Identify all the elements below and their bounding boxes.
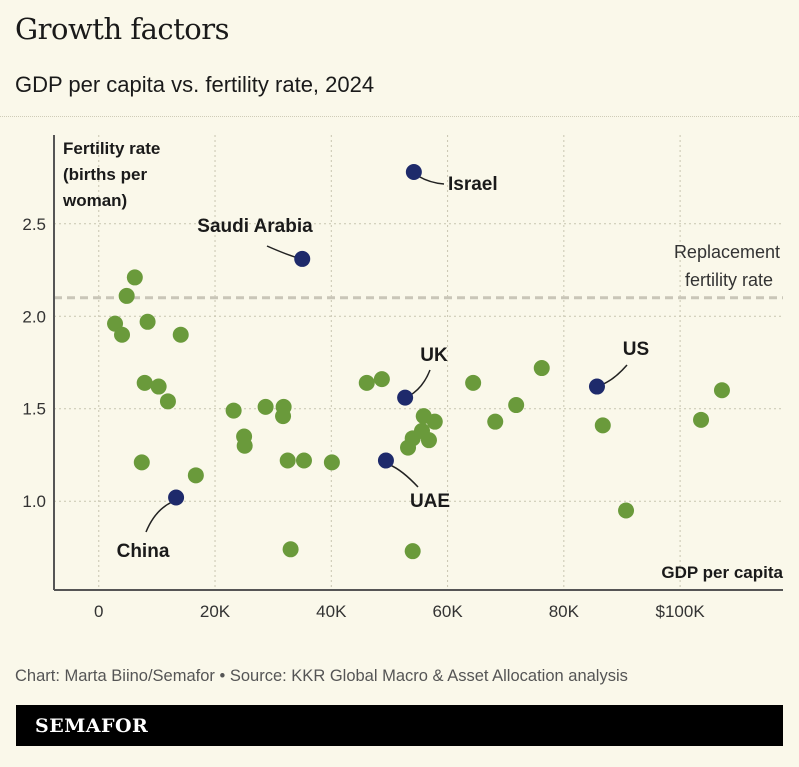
data-point xyxy=(413,422,430,439)
uk-arrow xyxy=(408,369,431,397)
data-point xyxy=(126,269,143,286)
y-tick-label: 2.0 xyxy=(22,307,46,326)
replacement-rate-label: fertility rate xyxy=(685,270,773,290)
label-israel: Israel xyxy=(448,174,498,195)
data-point xyxy=(172,326,189,343)
data-point-israel xyxy=(405,163,422,180)
data-point xyxy=(358,374,375,391)
brand-bar: SEMAFOR xyxy=(16,705,783,746)
y-axis-title: Fertility rate xyxy=(63,139,160,158)
scatter-chart: 0 20K 40K 60K 80K $100K 1.0 1.5 2.0 2.5 Replacemen… xyxy=(22,135,784,621)
data-point xyxy=(295,452,312,469)
label-uae: UAE xyxy=(410,491,450,512)
data-point xyxy=(400,439,417,456)
us-arrow xyxy=(600,364,628,386)
data-point xyxy=(465,374,482,391)
y-tick-label: 1.5 xyxy=(22,400,46,419)
x-tick-label: 0 xyxy=(94,602,103,621)
chart-subtitle: GDP per capita vs. fertility rate, 2024 xyxy=(15,72,375,97)
header-divider xyxy=(0,116,799,117)
chart-title: Growth factors xyxy=(15,12,229,46)
data-point xyxy=(225,402,242,419)
data-point xyxy=(373,371,390,388)
israel-arrow xyxy=(417,175,445,185)
data-point xyxy=(487,413,504,430)
data-point xyxy=(594,417,611,434)
data-point xyxy=(693,411,710,428)
data-point xyxy=(282,541,299,558)
data-point xyxy=(257,398,274,415)
y-tick-label: 1.0 xyxy=(22,492,46,511)
data-point xyxy=(426,413,443,430)
x-tick-label: 60K xyxy=(432,602,463,621)
data-point-us xyxy=(588,378,605,395)
data-point xyxy=(618,502,635,519)
data-point-china xyxy=(168,489,185,506)
x-tick-label: $100K xyxy=(656,602,706,621)
data-point xyxy=(508,397,525,414)
data-point xyxy=(133,454,150,471)
data-point xyxy=(159,393,176,410)
data-point-saudi-arabia xyxy=(294,250,311,267)
china-arrow xyxy=(145,501,173,533)
data-point-uk xyxy=(397,389,414,406)
data-point xyxy=(404,543,421,560)
uae-arrow xyxy=(389,464,419,488)
data-point xyxy=(275,408,292,425)
data-point xyxy=(533,360,550,377)
data-point xyxy=(236,437,253,454)
saudi-arabia-arrow xyxy=(266,245,299,259)
replacement-rate-label: Replacement xyxy=(674,242,780,262)
source-credit: Chart: Marta Biino/Semafor • Source: KKR… xyxy=(15,667,628,685)
data-point xyxy=(713,382,730,399)
semafor-logo: SEMAFOR xyxy=(35,715,149,737)
data-point xyxy=(118,287,135,304)
data-point xyxy=(279,452,296,469)
label-us: US xyxy=(623,339,649,360)
data-point xyxy=(150,378,167,395)
data-point xyxy=(139,313,156,330)
data-point xyxy=(323,454,340,471)
data-point xyxy=(136,374,153,391)
y-axis-title: (births per xyxy=(63,165,147,184)
data-point xyxy=(187,467,204,484)
x-tick-label: 40K xyxy=(316,602,347,621)
y-tick-label: 2.5 xyxy=(22,215,46,234)
label-uk: UK xyxy=(420,345,448,366)
y-axis-title: woman) xyxy=(62,191,127,210)
x-tick-label: 20K xyxy=(200,602,231,621)
label-saudi-arabia: Saudi Arabia xyxy=(197,216,313,237)
data-point xyxy=(114,326,131,343)
x-axis-title: GDP per capita xyxy=(661,563,783,582)
label-china: China xyxy=(117,541,170,562)
x-tick-label: 80K xyxy=(549,602,580,621)
data-point-uae xyxy=(377,452,394,469)
